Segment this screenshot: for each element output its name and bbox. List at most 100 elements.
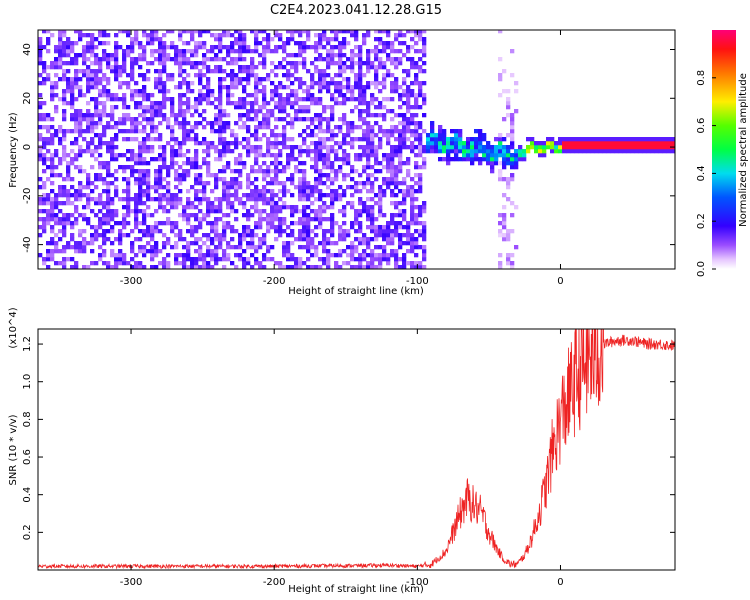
spectrogram-cell bbox=[206, 30, 211, 34]
spectrogram-cell bbox=[334, 45, 339, 50]
spectrogram-cell bbox=[242, 193, 247, 198]
spectrogram-cell bbox=[474, 129, 479, 134]
spectrogram-cell bbox=[226, 245, 231, 250]
spectrogram-cell bbox=[74, 117, 79, 122]
spectrogram-cell bbox=[330, 149, 335, 154]
spectrogram-cell bbox=[198, 45, 203, 50]
spectrogram-cell bbox=[610, 145, 615, 150]
spectrogram-cell bbox=[38, 57, 43, 62]
spectrogram-cell bbox=[382, 225, 387, 230]
spectrogram-cell bbox=[298, 221, 303, 226]
spectrogram-cell bbox=[442, 145, 447, 150]
spectrogram-cell bbox=[274, 49, 279, 54]
spectrogram-cell bbox=[354, 33, 359, 38]
spectrogram-cell bbox=[402, 261, 407, 266]
spectrogram-cell bbox=[230, 205, 235, 210]
spectrogram-cell bbox=[294, 209, 299, 214]
spectrogram-cell bbox=[502, 117, 507, 122]
spectrogram-cell bbox=[238, 153, 243, 158]
spectrogram-cell bbox=[398, 169, 403, 174]
spectrogram-cell bbox=[370, 181, 375, 186]
spectrogram-cell bbox=[266, 249, 271, 254]
spectrogram-cell bbox=[202, 30, 207, 34]
spectrogram-cell bbox=[558, 149, 563, 154]
spectrogram-cell bbox=[338, 141, 343, 146]
spectrogram-cell bbox=[214, 209, 219, 214]
spectrogram-cell bbox=[386, 229, 391, 234]
spectrogram-cell bbox=[110, 265, 115, 269]
spectrogram-cell bbox=[398, 41, 403, 46]
spectrogram-cell bbox=[174, 85, 179, 90]
spectrogram-cell bbox=[514, 157, 519, 162]
spectrogram-cell bbox=[638, 145, 643, 150]
spectrogram-cell bbox=[418, 30, 423, 34]
spectrogram-cell bbox=[218, 177, 223, 182]
spectrogram-cell bbox=[66, 129, 71, 134]
spectrogram-cell bbox=[370, 125, 375, 130]
spectrogram-cell bbox=[62, 229, 67, 234]
spectrogram-cell bbox=[218, 101, 223, 106]
spectrogram-cell bbox=[298, 149, 303, 154]
spectrogram-cell bbox=[174, 205, 179, 210]
spectrogram-cell bbox=[142, 77, 147, 82]
spectrogram-cell bbox=[354, 85, 359, 90]
spectrogram-cell bbox=[362, 129, 367, 134]
spectrogram-cell bbox=[182, 113, 187, 118]
spectrogram-cell bbox=[110, 137, 115, 142]
spectrogram-cell bbox=[474, 153, 479, 158]
colorbar-tick-label: 0.8 bbox=[696, 70, 707, 86]
spectrogram-cell bbox=[294, 53, 299, 58]
spectrogram-cell bbox=[482, 157, 487, 162]
spectrogram-cell bbox=[270, 213, 275, 218]
spectrogram-cell bbox=[358, 85, 363, 90]
spectrogram-cell bbox=[394, 89, 399, 94]
spectrogram-cell bbox=[38, 197, 43, 202]
spectrogram-cell bbox=[182, 69, 187, 74]
spectrogram-cell bbox=[258, 145, 263, 150]
spectrogram-cell bbox=[126, 193, 131, 198]
spectrogram-cell bbox=[218, 133, 223, 138]
spectrogram-cell bbox=[138, 89, 143, 94]
spectrogram-cell bbox=[170, 145, 175, 150]
spectrogram-cell bbox=[126, 117, 131, 122]
spectrogram-cell bbox=[338, 193, 343, 198]
spectrogram-cell bbox=[46, 41, 51, 46]
spectrogram-cell bbox=[602, 149, 607, 154]
spectrogram-cell bbox=[326, 41, 331, 46]
spectrogram-cell bbox=[386, 177, 391, 182]
spectrogram-cell bbox=[78, 165, 83, 170]
spectrogram-cell bbox=[58, 30, 63, 34]
spectrogram-cell bbox=[258, 261, 263, 266]
spectrogram-cell bbox=[246, 225, 251, 230]
spectrogram-cell bbox=[270, 37, 275, 42]
spectrogram-cell bbox=[210, 189, 215, 194]
spectrogram-cell bbox=[326, 121, 331, 126]
spectrogram-cell bbox=[510, 117, 515, 122]
spectrogram-cell bbox=[58, 97, 63, 102]
spectrogram-cell bbox=[386, 185, 391, 190]
spectrogram-cell bbox=[534, 149, 539, 154]
spectrogram-cell bbox=[306, 213, 311, 218]
spectrogram-cell bbox=[166, 209, 171, 214]
spectrogram-cell bbox=[158, 249, 163, 254]
spectrogram-cell bbox=[202, 109, 207, 114]
spectrogram-cell bbox=[294, 145, 299, 150]
spectrogram-cell bbox=[58, 125, 63, 130]
spectrogram-cell bbox=[142, 193, 147, 198]
spectrogram-cell bbox=[282, 41, 287, 46]
spectrogram-cell bbox=[318, 45, 323, 50]
spectrogram-cell bbox=[154, 221, 159, 226]
spectrogram-cell bbox=[354, 237, 359, 242]
spectrogram-cell bbox=[402, 217, 407, 222]
spectrogram-cell bbox=[254, 45, 259, 50]
spectrogram-cell bbox=[386, 237, 391, 242]
spectrogram-cell bbox=[490, 149, 495, 154]
spectrogram-cell bbox=[282, 193, 287, 198]
spectrogram-cell bbox=[274, 85, 279, 90]
spectrogram-cell bbox=[186, 221, 191, 226]
spectrogram-cell bbox=[82, 45, 87, 50]
spectrogram-cell bbox=[350, 225, 355, 230]
spectrogram-cell bbox=[302, 169, 307, 174]
spectrogram-cell bbox=[430, 125, 435, 130]
spectrogram-cell bbox=[238, 65, 243, 70]
